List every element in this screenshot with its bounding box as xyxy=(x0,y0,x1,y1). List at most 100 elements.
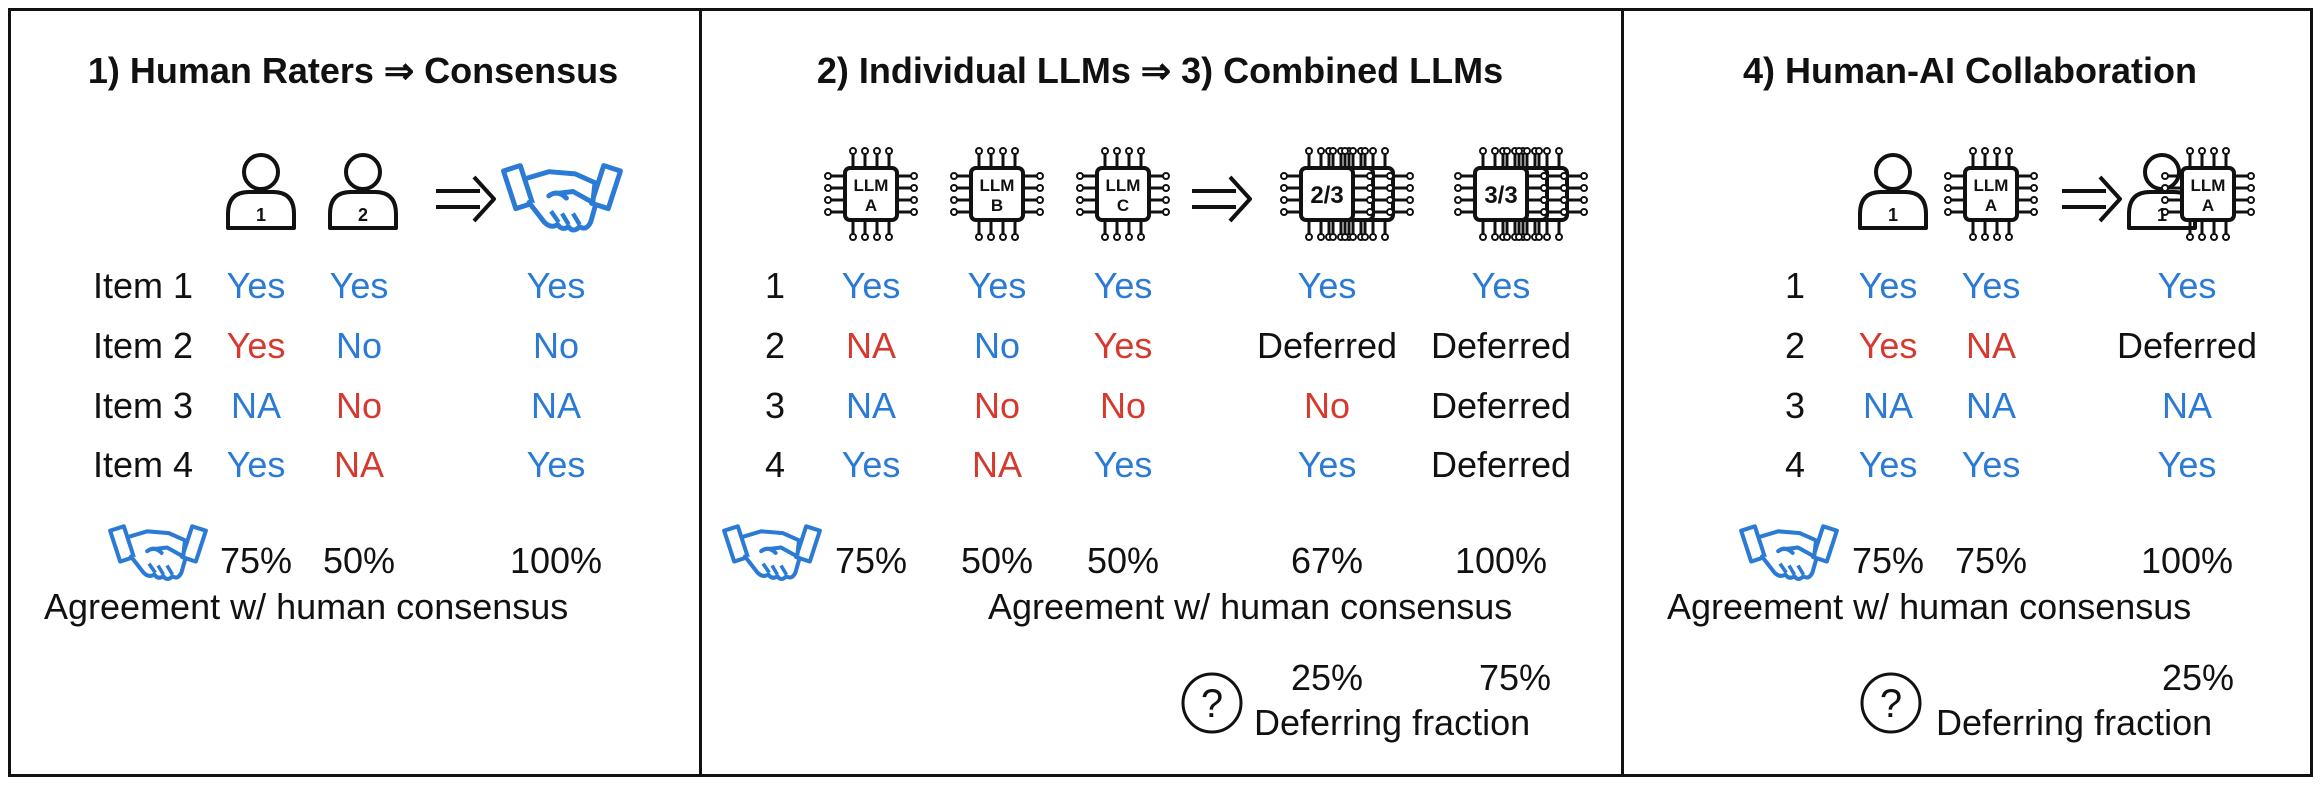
panel3-agreement-collab: 100% xyxy=(2140,540,2234,581)
panel3-title: 4) Human-AI Collaboration xyxy=(1742,50,2198,91)
combined-3of3-chip-icon-label: 3/3 xyxy=(1484,182,1517,209)
panel3-agreement-caption: Agreement w/ human consensus xyxy=(1667,586,2192,627)
panel-divider-2 xyxy=(1621,8,1624,777)
panel2-agreement-caption: Agreement w/ human consensus xyxy=(988,586,1513,627)
panel2-agreement-b: 50% xyxy=(960,540,1034,581)
panel2-agreement-2of3: 67% xyxy=(1290,540,1364,581)
panel2-cell: Yes xyxy=(841,444,901,485)
deferring-question-icon-glyph: ? xyxy=(1880,682,1902,726)
llm-b-chip-icon-line2: B xyxy=(991,196,1003,215)
figure-frame xyxy=(8,8,2313,777)
panel2-cell: Yes xyxy=(1297,444,1357,485)
panel3-cell: Yes xyxy=(2157,444,2217,485)
panel1-cell: Yes xyxy=(226,444,286,485)
deferring-question-icon: ? xyxy=(1860,672,1922,734)
llm-a-chip-icon-line1: LLM xyxy=(854,176,889,195)
panel2-cell: Deferred xyxy=(1430,444,1572,485)
panel2-row-label: 2 xyxy=(765,325,786,366)
implies-arrow-icon xyxy=(2062,175,2122,223)
panel2-cell: Yes xyxy=(1093,325,1153,366)
panel1-agreement-1: 75% xyxy=(219,540,293,581)
panel2-cell: Deferred xyxy=(1430,385,1572,426)
llm-a-chip-icon-line2: A xyxy=(1985,196,1997,215)
collab-llm-chip-icon-line2: A xyxy=(2202,196,2214,215)
panel3-cell: Yes xyxy=(1858,325,1918,366)
panel2-agreement-a: 75% xyxy=(834,540,908,581)
panel2-cell: Yes xyxy=(841,265,901,306)
panel2-cell: No xyxy=(1099,385,1147,426)
panel1-title: 1) Human Raters ⇒ Consensus xyxy=(87,50,619,91)
panel3-agreement-human: 75% xyxy=(1851,540,1925,581)
panel1-agreement-caption: Agreement w/ human consensus xyxy=(44,586,569,627)
panel1-row-label: Item 4 xyxy=(92,444,193,485)
panel2-cell: No xyxy=(973,325,1021,366)
panel1-cell: No xyxy=(532,325,580,366)
panel2-cell: Yes xyxy=(967,265,1027,306)
panel1-cell: Yes xyxy=(526,444,586,485)
panel1-cell: NA xyxy=(333,444,385,485)
panel2-agreement-3of3: 100% xyxy=(1454,540,1548,581)
panel3-cell: Deferred xyxy=(2116,325,2258,366)
panel1-row-label: Item 3 xyxy=(92,385,193,426)
llm-c-chip-icon-line2: C xyxy=(1117,196,1129,215)
panel2-agreement-c: 50% xyxy=(1086,540,1160,581)
panel3-cell: NA xyxy=(1965,325,2017,366)
panel3-cell: NA xyxy=(1965,385,2017,426)
combined-3of3-chip-icon: 3/3 xyxy=(1454,147,1548,241)
panel2-row-label: 1 xyxy=(765,265,786,306)
panel1-cell: No xyxy=(335,385,383,426)
panel3-cell: Yes xyxy=(1961,265,2021,306)
panel1-cell: No xyxy=(335,325,383,366)
panel1-row-label: Item 1 xyxy=(92,265,193,306)
deferring-question-icon: ? xyxy=(1181,672,1243,734)
panel2-cell: Yes xyxy=(1471,265,1531,306)
rater-1-icon-badge: 1 xyxy=(256,205,266,225)
panel2-cell: Deferred xyxy=(1256,325,1398,366)
panel1-row-label: Item 2 xyxy=(92,325,193,366)
combined-2of3-chip-icon: 2/3 xyxy=(1280,147,1374,241)
llm-a-chip-icon-line2: A xyxy=(865,196,877,215)
llm-c-chip-icon-line1: LLM xyxy=(1106,176,1141,195)
agreement-handshake-icon xyxy=(722,524,822,582)
agreement-handshake-icon xyxy=(1739,524,1839,582)
panel1-cell: NA xyxy=(230,385,282,426)
collab-human-icon-badge: 1 xyxy=(2157,205,2167,225)
panel3-deferring-value: 25% xyxy=(2161,657,2235,698)
panel2-deferring-3of3: 75% xyxy=(1478,657,1552,698)
panel2-deferring-2of3: 25% xyxy=(1290,657,1364,698)
panel2-cell: No xyxy=(1303,385,1351,426)
panel2-title: 2) Individual LLMs ⇒ 3) Combined LLMs xyxy=(816,50,1504,91)
consensus-handshake-icon xyxy=(501,163,623,233)
panel2-cell: Yes xyxy=(1297,265,1357,306)
rater-2-icon-badge: 2 xyxy=(358,205,368,225)
llm-a-chip-icon-line1: LLM xyxy=(1974,176,2009,195)
panel2-cell: NA xyxy=(971,444,1023,485)
panel1-cell: Yes xyxy=(226,265,286,306)
panel1-cell: Yes xyxy=(226,325,286,366)
panel3-row-label: 2 xyxy=(1785,325,1806,366)
llm-b-chip-icon-line1: LLM xyxy=(980,176,1015,195)
panel1-cell: NA xyxy=(530,385,582,426)
combined-2of3-chip-icon-label: 2/3 xyxy=(1310,182,1343,209)
panel2-cell: Deferred xyxy=(1430,325,1572,366)
panel-divider-1 xyxy=(699,8,702,777)
panel2-row-label: 3 xyxy=(765,385,786,426)
rater-2-icon: 2 xyxy=(328,153,398,230)
human-rater-icon-badge: 1 xyxy=(1888,205,1898,225)
panel3-row-label: 1 xyxy=(1785,265,1806,306)
panel2-row-label: 4 xyxy=(765,444,786,485)
agreement-handshake-icon xyxy=(108,524,208,582)
panel1-cell: Yes xyxy=(526,265,586,306)
panel3-cell: NA xyxy=(1862,385,1914,426)
implies-arrow-icon xyxy=(436,175,496,223)
collab-llm-chip-icon-line1: LLM xyxy=(2191,176,2226,195)
panel3-cell: Yes xyxy=(1858,444,1918,485)
panel3-agreement-llm: 75% xyxy=(1954,540,2028,581)
panel2-cell: Yes xyxy=(1093,444,1153,485)
panel3-cell: Yes xyxy=(2157,265,2217,306)
panel1-agreement-2: 50% xyxy=(322,540,396,581)
panel2-deferring-caption: Deferring fraction xyxy=(1254,702,1531,743)
